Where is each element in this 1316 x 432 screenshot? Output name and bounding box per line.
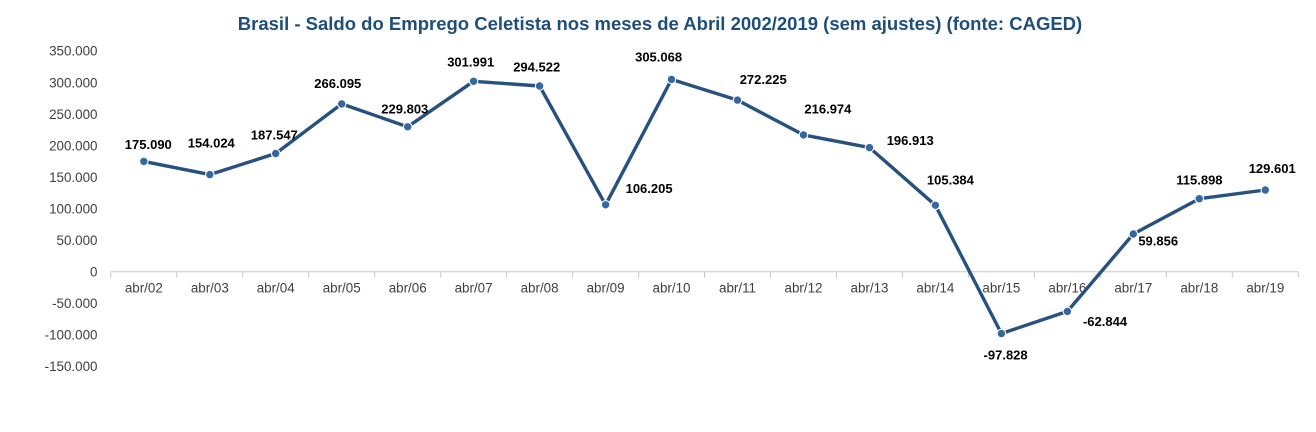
svg-text:294.522: 294.522: [513, 59, 560, 74]
svg-text:abr/05: abr/05: [323, 281, 361, 296]
svg-text:216.974: 216.974: [804, 102, 852, 117]
svg-text:129.601: 129.601: [1249, 161, 1296, 176]
svg-text:abr/14: abr/14: [916, 281, 955, 296]
svg-text:-62.844: -62.844: [1083, 314, 1128, 329]
svg-text:abr/09: abr/09: [587, 281, 625, 296]
svg-text:-100.000: -100.000: [45, 328, 98, 343]
svg-text:154.024: 154.024: [188, 136, 236, 151]
svg-text:abr/07: abr/07: [455, 281, 493, 296]
svg-text:abr/13: abr/13: [851, 281, 889, 296]
svg-text:150.000: 150.000: [49, 170, 97, 185]
svg-text:229.803: 229.803: [381, 101, 428, 116]
svg-text:50.000: 50.000: [57, 233, 98, 248]
svg-text:200.000: 200.000: [49, 138, 97, 153]
svg-text:abr/11: abr/11: [719, 281, 756, 296]
svg-text:abr/16: abr/16: [1048, 281, 1086, 296]
svg-text:100.000: 100.000: [49, 201, 97, 216]
svg-text:300.000: 300.000: [49, 75, 97, 90]
svg-text:175.090: 175.090: [125, 137, 172, 152]
svg-text:272.225: 272.225: [740, 72, 787, 87]
svg-text:abr/15: abr/15: [982, 281, 1020, 296]
svg-text:abr/02: abr/02: [125, 281, 163, 296]
svg-text:250.000: 250.000: [49, 107, 97, 122]
svg-text:Brasil - Saldo do Emprego Cele: Brasil - Saldo do Emprego Celetista nos …: [238, 13, 1082, 34]
svg-text:abr/10: abr/10: [653, 281, 691, 296]
svg-text:305.068: 305.068: [635, 49, 682, 64]
svg-text:301.991: 301.991: [447, 54, 494, 69]
svg-text:187.547: 187.547: [251, 127, 298, 142]
svg-text:-50.000: -50.000: [52, 296, 97, 311]
svg-text:abr/03: abr/03: [191, 281, 229, 296]
svg-text:105.384: 105.384: [927, 172, 975, 187]
svg-text:266.095: 266.095: [314, 76, 361, 91]
svg-text:-97.828: -97.828: [984, 347, 1028, 362]
svg-text:abr/08: abr/08: [521, 281, 559, 296]
svg-text:0: 0: [90, 265, 97, 280]
svg-text:abr/17: abr/17: [1114, 281, 1152, 296]
svg-text:59.856: 59.856: [1138, 233, 1178, 248]
svg-text:350.000: 350.000: [49, 44, 97, 59]
svg-text:abr/18: abr/18: [1180, 281, 1218, 296]
svg-text:abr/04: abr/04: [257, 281, 296, 296]
svg-text:196.913: 196.913: [887, 133, 934, 148]
svg-text:abr/19: abr/19: [1246, 281, 1284, 296]
svg-text:115.898: 115.898: [1176, 172, 1222, 187]
svg-text:-150.000: -150.000: [45, 359, 98, 374]
svg-text:abr/12: abr/12: [785, 281, 823, 296]
svg-text:106.205: 106.205: [626, 181, 673, 196]
svg-text:abr/06: abr/06: [389, 281, 427, 296]
